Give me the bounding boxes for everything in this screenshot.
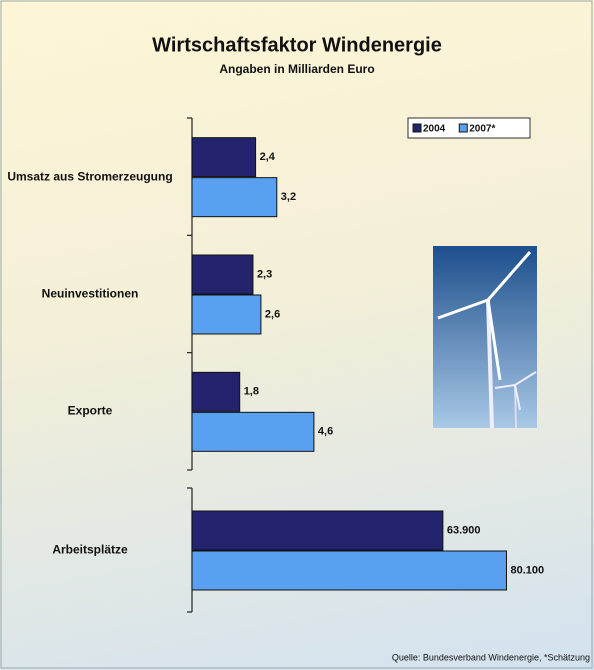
bar [191,137,257,178]
bar [191,254,254,295]
value-label: 63.900 [447,524,481,536]
value-label: 2,4 [260,151,276,163]
turbine-photo [433,246,537,429]
bar [191,550,507,591]
category-label: Umsatz aus Stromerzeugung [7,169,173,184]
legend-label: 2007* [469,124,495,135]
bar [191,411,315,452]
chart-subtitle: Angaben in Milliarden Euro [219,62,374,76]
value-label: 3,2 [281,191,296,203]
source-note: Quelle: Bundesverband Windenergie, *Schä… [392,652,590,662]
category-label: Exporte [67,403,113,418]
legend-swatch [412,123,422,133]
chart-title: Wirtschaftsfaktor Windenergie [152,34,442,56]
value-label: 80.100 [510,564,544,576]
value-label: 4,6 [318,426,333,438]
legend-swatch [458,123,468,133]
value-label: 1,8 [244,386,259,398]
value-label: 2,6 [265,308,280,320]
bar [191,294,262,335]
value-label: 2,3 [257,268,272,280]
legend-label: 2004 [423,124,446,135]
bar [191,510,444,551]
legend-box [407,117,531,139]
bar [191,371,241,412]
category-label: Neuinvestitionen [41,286,139,301]
category-label: Arbeitsplätze [52,542,128,557]
bar [191,177,278,218]
